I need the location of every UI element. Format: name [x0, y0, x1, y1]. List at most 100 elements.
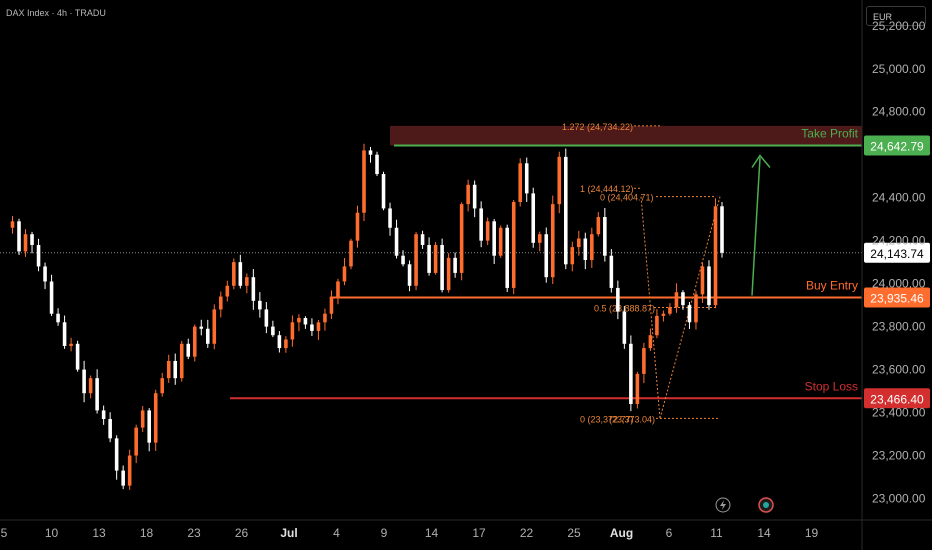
candle-body	[43, 266, 47, 282]
time-tick-label: 9	[381, 526, 388, 540]
candle	[290, 315, 295, 347]
candles-layer	[10, 143, 724, 490]
time-tick-label: Aug	[610, 526, 633, 540]
candle-body	[544, 234, 549, 278]
candle	[212, 304, 217, 350]
candle	[511, 200, 516, 295]
candle-body	[147, 410, 151, 443]
candle-body	[23, 234, 28, 252]
candle	[82, 360, 86, 403]
level-price-tag: 23,935.46	[864, 287, 930, 308]
candle-body	[173, 360, 178, 379]
currency-selector[interactable]: EUR	[866, 6, 926, 26]
candle	[17, 218, 21, 255]
candle	[577, 230, 581, 256]
candle-body	[563, 156, 568, 265]
candle	[674, 283, 679, 313]
candle-body	[199, 326, 204, 329]
candle-body	[622, 311, 627, 344]
candle	[192, 324, 197, 362]
candle-body	[108, 419, 112, 439]
price-tick-label: 25,200.00	[872, 19, 926, 33]
candle-body	[407, 264, 412, 286]
candle-body	[531, 193, 536, 243]
candle-body	[720, 206, 724, 253]
candle	[433, 242, 438, 275]
price-tick-label: 23,400.00	[872, 406, 926, 420]
candle-body	[603, 217, 607, 256]
candle	[166, 354, 171, 383]
time-tick-label: 13	[92, 526, 106, 540]
candle	[420, 230, 425, 249]
candle-body	[62, 322, 67, 346]
candle-body	[127, 455, 132, 486]
candle	[368, 146, 373, 163]
level-price-tag-text: 24,642.79	[870, 140, 924, 154]
candle-body	[323, 313, 327, 323]
time-tick-label: 14	[757, 526, 771, 540]
candle	[271, 320, 275, 338]
candle	[56, 308, 60, 326]
candle-body	[251, 277, 256, 301]
candle	[121, 465, 125, 490]
candle	[655, 309, 659, 339]
candle	[101, 405, 106, 425]
candle-body	[550, 204, 555, 278]
candle	[485, 217, 490, 246]
candle-body	[433, 244, 438, 273]
candle-body	[160, 378, 165, 394]
candle-body	[153, 393, 158, 443]
target-arrow-shaft	[751, 157, 761, 296]
candle	[609, 249, 614, 293]
candle	[668, 303, 672, 316]
candle-body	[583, 238, 588, 260]
candle-body	[192, 326, 197, 357]
target-arrow	[751, 154, 771, 296]
lightning-icon[interactable]	[715, 497, 731, 513]
candle	[186, 338, 191, 360]
candle	[310, 318, 314, 336]
candle-body	[30, 234, 34, 245]
time-tick-label: 23	[187, 526, 201, 540]
candle	[563, 148, 568, 270]
candle-body	[329, 296, 334, 314]
candle	[336, 278, 340, 305]
candle-body	[635, 373, 640, 404]
candle-body	[88, 378, 93, 394]
lightning-icon-ring	[715, 497, 731, 513]
candle-body	[271, 326, 275, 336]
candle-body	[75, 343, 80, 370]
candle	[297, 314, 301, 332]
candle	[407, 260, 412, 292]
price-tick-label: 24,400.00	[872, 191, 926, 205]
economic-event-icon[interactable]	[758, 497, 774, 513]
price-tick-label: 23,600.00	[872, 363, 926, 377]
candle-body	[648, 335, 653, 349]
candle	[127, 449, 132, 490]
candle-body	[485, 221, 490, 241]
candle	[687, 302, 692, 329]
candle-body	[336, 281, 340, 297]
candle	[205, 319, 210, 348]
candle-body	[596, 217, 601, 235]
time-tick-label: 4	[333, 526, 340, 540]
candle-body	[616, 287, 620, 312]
fib-label: 0 (24,404.71)	[600, 193, 654, 203]
candle	[700, 262, 705, 303]
candle	[264, 302, 269, 334]
candle-body	[661, 313, 666, 316]
event-icons[interactable]	[715, 497, 774, 513]
price-tick-label: 23,200.00	[872, 449, 926, 463]
candle-body	[427, 244, 431, 273]
time-tick-label: 22	[520, 526, 534, 540]
candle-body	[56, 313, 60, 323]
current-price-tag-text: 24,143.74	[870, 247, 924, 261]
candle	[225, 280, 230, 302]
candle	[518, 158, 523, 207]
candle	[316, 319, 321, 341]
candle	[140, 406, 145, 432]
candle-body	[713, 206, 718, 306]
candle-body	[238, 262, 243, 286]
candle-body	[498, 227, 503, 256]
